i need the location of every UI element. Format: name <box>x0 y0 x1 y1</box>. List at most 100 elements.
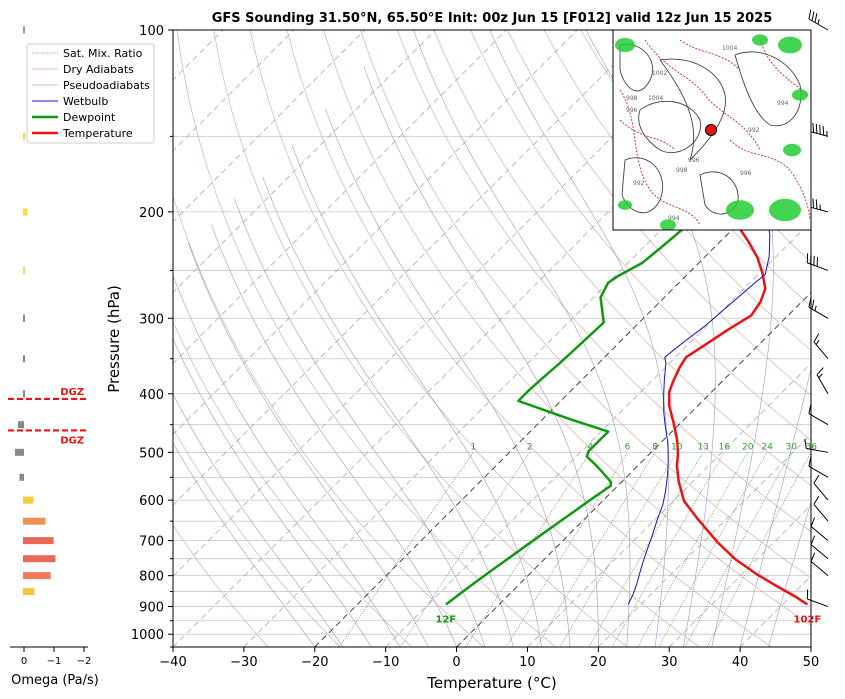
dry-adiabats <box>173 30 811 647</box>
pseudoadiabat <box>291 144 542 647</box>
isotherms <box>173 30 811 647</box>
inset-pressure-label: 1004 <box>722 45 737 52</box>
mixing-ratio-label: 13 <box>697 442 708 452</box>
dry-adiabat <box>176 30 556 647</box>
inset-pressure-label: 996 <box>740 170 752 177</box>
pseudoadiabat <box>363 66 599 647</box>
inset-pressure-label: 992 <box>748 127 760 134</box>
y-tick-label: 500 <box>139 446 164 461</box>
inset-precip-area <box>792 89 808 101</box>
mixing-ratio-label: 8 <box>652 442 658 452</box>
inset-precip-area <box>752 34 768 46</box>
isotherm-line <box>456 291 811 647</box>
inset-pressure-label: 996 <box>626 107 638 114</box>
mixing-ratio-lines <box>339 452 811 647</box>
pseudoadiabat <box>705 30 774 647</box>
omega-axis-label: Omega (Pa/s) <box>11 673 99 688</box>
pseudoadiabat <box>173 442 316 647</box>
x-axis-ticks: −40 −30 −20 −10 0 10 20 30 40 50 <box>159 647 819 670</box>
mixing-ratio-line <box>637 452 749 647</box>
y-tick-label: 200 <box>139 206 164 221</box>
mixing-ratio-line <box>506 452 628 647</box>
wind-barb <box>808 456 829 478</box>
isotherm-line <box>385 221 811 647</box>
inset-pressure-label: 998 <box>626 95 638 102</box>
mixing-ratio-line <box>465 452 591 647</box>
omega-tick-label: −2 <box>77 656 92 667</box>
y-tick-label: 1000 <box>131 628 164 643</box>
inset-pressure-label: 996 <box>688 157 700 164</box>
dry-adiabat <box>250 30 700 647</box>
wind-barbs <box>804 9 829 608</box>
inset-thickness-contour <box>619 89 701 226</box>
omega-bar <box>23 132 25 140</box>
dgz-label: DGZ <box>60 435 84 446</box>
legend-wetbulb: Wetbulb <box>63 95 108 108</box>
inset-precip-area <box>778 36 802 54</box>
omega-bar <box>23 496 34 504</box>
inset-thickness-contour <box>679 39 741 71</box>
omega-bar <box>15 448 24 456</box>
omega-bar <box>23 555 56 563</box>
plot-frame <box>172 29 812 648</box>
x-tick-label: 50 <box>803 655 820 670</box>
wind-barb <box>810 535 829 560</box>
isotherm-line <box>598 433 811 647</box>
inset-pressure-label: 998 <box>676 167 688 174</box>
mixing-ratio-line <box>535 452 656 647</box>
mixing-ratio-label: 24 <box>761 442 773 452</box>
dry-adiabat <box>507 30 811 396</box>
mixing-ratio-line <box>559 452 678 647</box>
dry-adiabat <box>433 30 811 486</box>
pseudoadiabat <box>325 108 571 647</box>
inset-contour <box>659 58 726 161</box>
pseudoadiabat <box>234 198 486 647</box>
wind-barb <box>806 253 829 271</box>
inset-pressure-label: 994 <box>668 215 680 222</box>
omega-bar <box>23 266 25 274</box>
inset-thickness-contour <box>644 39 761 151</box>
y-axis-ticks: 100 200 300 400 500 600 700 800 900 1000 <box>131 24 173 648</box>
dgz-label: DGZ <box>60 387 84 398</box>
mixing-ratio-line <box>611 452 725 647</box>
inset-map-frame <box>612 29 812 231</box>
omega-bar <box>19 473 24 481</box>
wind-barb <box>808 404 829 426</box>
pseudoadiabat <box>173 393 344 647</box>
dry-adiabat <box>470 30 811 441</box>
wind-barb <box>810 517 829 541</box>
omega-bar <box>23 588 35 596</box>
inset-pressure-label: 1002 <box>652 70 667 77</box>
y-tick-label: 600 <box>139 494 164 509</box>
mixing-ratio-label: 1 <box>471 442 477 452</box>
omega-tick-label: −1 <box>47 656 62 667</box>
x-tick-label: −30 <box>230 655 257 670</box>
omega-bar <box>23 572 51 580</box>
omega-axis-ticks: 0 −1 −2 <box>21 647 92 667</box>
omega-bar <box>23 26 25 34</box>
wind-barb <box>816 367 829 395</box>
legend-dewpoint: Dewpoint <box>63 111 116 124</box>
legend-temperature: Temperature <box>62 127 133 140</box>
chart-title: GFS Sounding 31.50°N, 65.50°E Init: 00z … <box>212 11 773 26</box>
dry-adiabat <box>213 30 628 647</box>
inset-map-contours <box>615 34 811 231</box>
inset-contour <box>734 51 802 127</box>
x-tick-label: 20 <box>590 655 607 670</box>
wind-barb <box>808 9 829 31</box>
x-tick-label: 40 <box>732 655 749 670</box>
isotherm-line <box>527 362 811 647</box>
wind-barb <box>810 552 829 577</box>
y-axis-label: Pressure (hPa) <box>105 285 123 393</box>
pseudoadiabat <box>211 224 457 647</box>
dewpoint-surface-label: 12F <box>436 615 457 626</box>
x-axis-label: Temperature (°C) <box>426 674 556 692</box>
omega-bar <box>23 390 25 398</box>
mixing-ratio-line <box>399 452 530 647</box>
inset-contour <box>619 43 654 92</box>
inset-pressure-label: 994 <box>777 100 789 107</box>
y-tick-label: 800 <box>139 570 164 585</box>
wind-barb <box>804 439 829 453</box>
inset-precip-area <box>615 38 635 52</box>
